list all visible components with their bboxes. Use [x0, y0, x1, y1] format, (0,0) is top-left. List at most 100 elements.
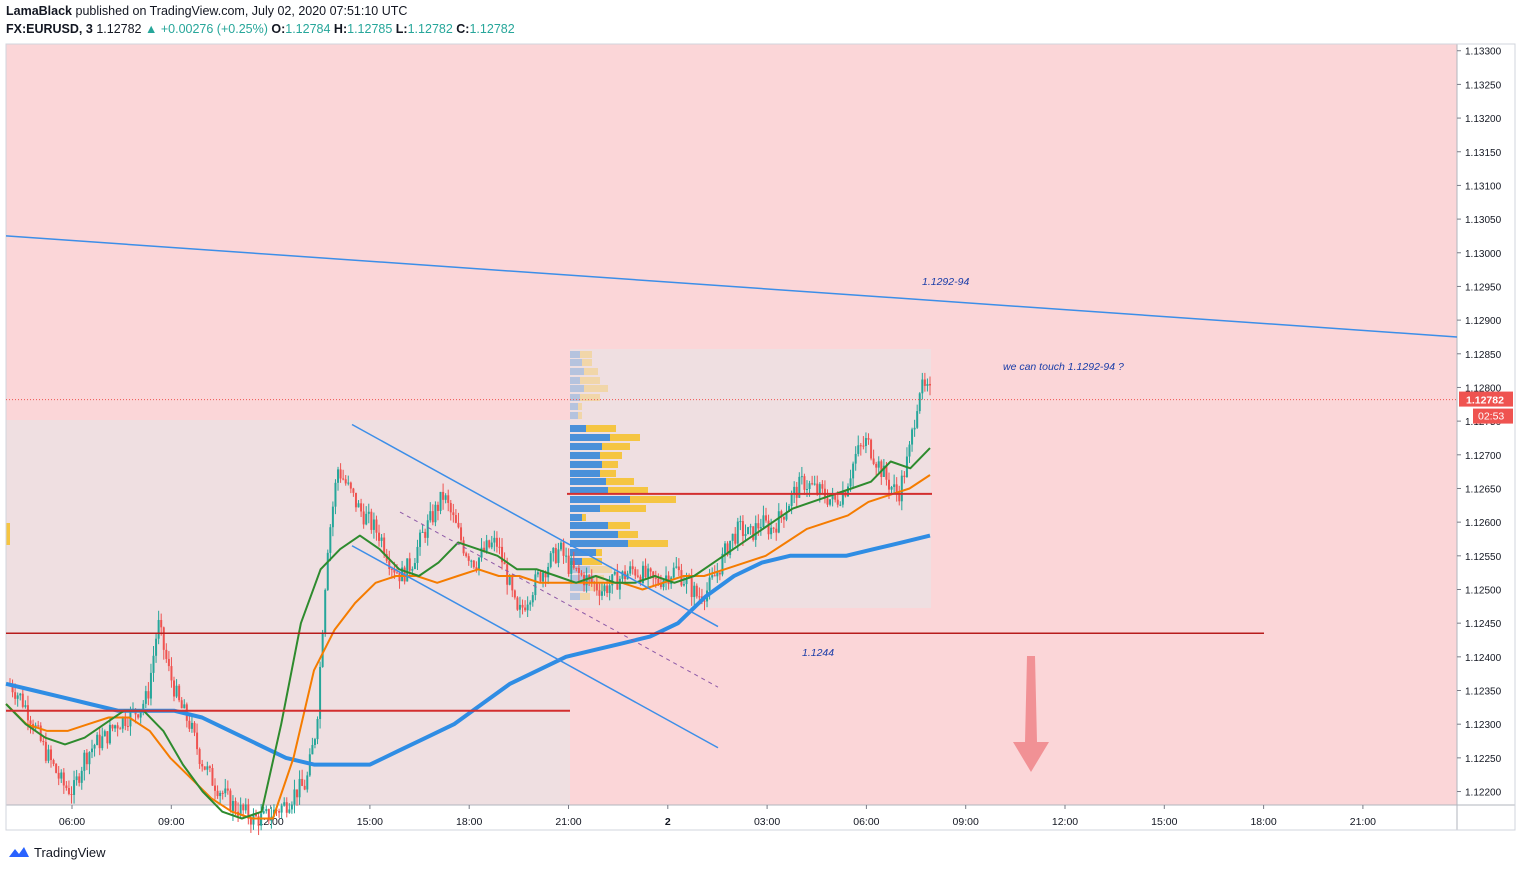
candle-body — [693, 585, 696, 598]
candle-body — [337, 469, 340, 483]
candle-body — [367, 511, 370, 514]
channel-upper-line[interactable] — [351, 423, 719, 628]
candle-body — [288, 809, 291, 813]
candle-body — [495, 537, 498, 547]
candle-body — [426, 520, 429, 538]
chart-frame — [5, 43, 1516, 831]
candle-body — [503, 562, 506, 565]
candle-body — [42, 740, 45, 742]
candle-body — [782, 516, 785, 520]
ma-fast-line — [5, 447, 931, 820]
candle-body — [590, 577, 593, 583]
volume-profile-bar — [618, 531, 638, 538]
volume-profile-bar — [582, 514, 586, 521]
candle-body — [483, 547, 486, 552]
candle-body — [388, 560, 391, 569]
volume-profile-bar — [628, 540, 668, 547]
candle-body — [91, 748, 94, 753]
candle-body — [247, 804, 250, 819]
candle-body — [52, 760, 55, 764]
candle-body — [11, 683, 14, 693]
candle-body — [846, 486, 849, 497]
volume-profile-bar — [594, 575, 604, 582]
candle-body — [654, 578, 657, 580]
candle-body — [313, 739, 316, 745]
candle-body — [262, 811, 265, 814]
candle-body — [798, 476, 801, 498]
candle-body — [219, 792, 222, 797]
candle-body — [723, 543, 726, 554]
low-label: L: — [395, 22, 408, 36]
candle-body — [477, 557, 480, 570]
volume-profile-bar — [570, 540, 628, 547]
candle-body — [255, 813, 258, 817]
volume-profile-bar — [584, 385, 608, 392]
candle-body — [290, 804, 293, 810]
candle-body — [65, 785, 68, 789]
up-triangle-icon: ▲ — [144, 22, 158, 36]
candle-body — [165, 649, 168, 659]
channel-lower-line[interactable] — [351, 545, 719, 749]
candle-body — [734, 533, 737, 544]
candle-body — [803, 476, 806, 490]
candle-body — [493, 537, 496, 543]
candle-body — [421, 531, 424, 533]
candle-body — [677, 566, 680, 571]
candle-body — [73, 780, 76, 795]
candle-body — [67, 788, 70, 794]
annotation-support: 1.1244 — [802, 647, 834, 659]
candle-body — [572, 561, 575, 568]
candle-body — [665, 575, 668, 581]
volume-profile-bar — [570, 443, 602, 450]
candle-body — [424, 531, 427, 538]
candle-body — [708, 577, 711, 591]
candle-body — [147, 691, 150, 699]
volume-profile-bar — [570, 478, 606, 485]
volume-profile-bar — [608, 487, 648, 494]
candle-body — [841, 491, 844, 505]
close-label: C: — [456, 22, 470, 36]
candle-body — [155, 638, 158, 656]
candle-body — [859, 445, 862, 447]
x-tick-label: 18:00 — [456, 816, 482, 828]
volume-profile-bar — [570, 434, 610, 441]
candle-body — [239, 804, 242, 816]
candle-body — [249, 818, 252, 825]
candle-body — [929, 383, 931, 386]
candle-body — [231, 801, 234, 812]
candle-body — [739, 521, 742, 523]
candle-body — [744, 534, 747, 536]
candle-body — [785, 511, 788, 520]
volume-profile-bar — [586, 425, 616, 432]
candle-body — [280, 805, 283, 813]
volume-profile-bar — [570, 412, 578, 419]
candle-body — [472, 560, 475, 568]
candle-body — [429, 511, 432, 521]
candle-body — [711, 575, 714, 578]
candle-body — [173, 680, 176, 697]
candle-body — [50, 749, 53, 761]
resistance-trendline[interactable] — [5, 235, 1458, 338]
candle-body — [921, 379, 924, 394]
author-name[interactable]: LamaBlack — [6, 4, 73, 18]
countdown-tag — [1473, 408, 1513, 424]
candle-body — [331, 506, 334, 528]
countdown-label: 02:53 — [1478, 411, 1504, 423]
y-tick-label: 1.12350 — [1465, 687, 1502, 698]
y-tick-label: 1.12800 — [1465, 383, 1502, 394]
volume-profile-bar — [582, 359, 592, 366]
high-value: 1.12785 — [347, 22, 393, 36]
volume-profile-bar — [570, 351, 580, 358]
candle-body — [214, 785, 217, 791]
candle-body — [47, 749, 50, 761]
candle-body — [55, 763, 58, 773]
candle-body — [549, 553, 552, 567]
candle-body — [788, 505, 791, 512]
y-tick-label: 1.13250 — [1465, 80, 1502, 91]
x-tick-label: 21:00 — [1350, 816, 1376, 828]
candle-body — [224, 788, 227, 794]
candle-body — [149, 672, 152, 699]
footer-brand[interactable]: TradingView — [8, 843, 106, 861]
candle-body — [267, 809, 270, 821]
